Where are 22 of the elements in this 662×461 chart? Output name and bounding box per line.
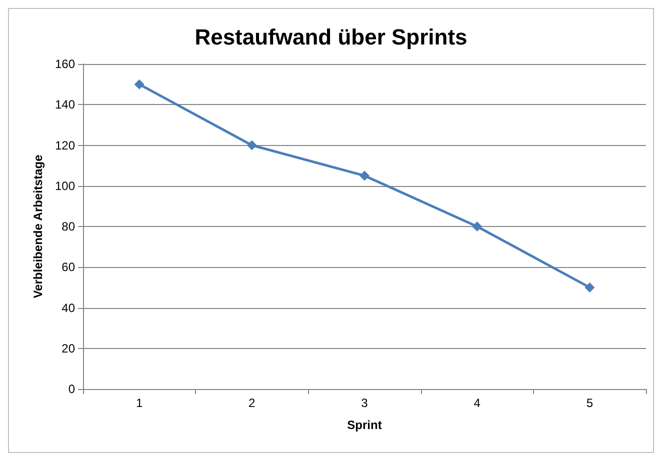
x-tick-label: 3 — [361, 396, 368, 410]
x-tick-label: 2 — [248, 396, 256, 410]
chart-title: Restaufwand über Sprints — [194, 24, 468, 50]
y-axis-title: Verbleibende Arbeitstage — [31, 154, 46, 298]
y-tick-label: 40 — [62, 300, 76, 315]
x-tick-label: 1 — [136, 396, 143, 410]
point — [246, 140, 257, 150]
x-tick-label: 4 — [474, 396, 481, 410]
y-tick-label: 140 — [54, 98, 76, 112]
y-tick-label: 100 — [54, 178, 76, 193]
y-tick-label: 120 — [54, 138, 76, 152]
y-tick-label: 160 — [54, 57, 76, 71]
x-tick-label: 5 — [586, 396, 594, 410]
y-tick-label: 20 — [62, 341, 76, 356]
point — [134, 79, 144, 90]
point — [360, 170, 370, 181]
y-tick-label: 0 — [68, 382, 76, 396]
x-axis-title: Sprint — [347, 418, 382, 432]
point — [472, 222, 482, 232]
point — [584, 282, 595, 292]
y-tick-label: 60 — [62, 260, 76, 274]
y-tick-label: 80 — [62, 220, 76, 234]
